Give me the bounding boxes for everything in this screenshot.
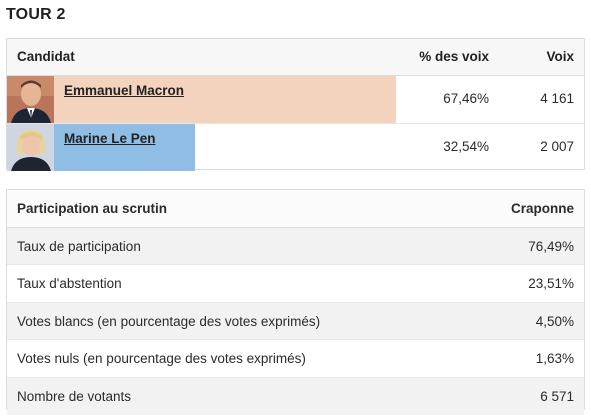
table-row: Votes blancs (en pourcentage des votes e… [7,302,584,341]
vote-share-bar [7,76,397,123]
row-label: Taux d'abstention [17,276,122,292]
row-value: 6 571 [540,388,574,404]
row-label: Taux de participation [17,238,141,254]
candidate-photo [7,76,54,123]
header-pct: % des voix [419,49,489,64]
header-commune: Craponne [510,201,574,216]
candidate-pct: 32,54% [443,139,489,154]
candidate-votes: 2 007 [540,139,574,154]
row-value: 1,63% [535,351,574,367]
row-value: 76,49% [528,238,574,254]
results-table: Candidat % des voix Voix Emmanuel Macron… [6,38,585,171]
row-label: Votes blancs (en pourcentage des votes e… [17,313,321,329]
row-label: Votes nuls (en pourcentage des votes exp… [17,351,306,367]
candidate-row-macron: Emmanuel Macron 67,46% 4 161 [7,76,584,124]
header-participation: Participation au scrutin [17,201,168,216]
row-value: 4,50% [535,313,574,329]
candidate-link[interactable]: Marine Le Pen [64,131,156,146]
participation-header-row: Participation au scrutin Craponne [7,190,584,228]
table-row: Nombre de votants 6 571 [7,377,584,415]
candidate-link[interactable]: Emmanuel Macron [64,83,185,98]
table-row: Taux d'abstention 23,51% [7,265,584,303]
table-row: Votes nuls (en pourcentage des votes exp… [7,340,584,378]
header-votes: Voix [546,49,574,64]
row-label: Nombre de votants [17,388,132,404]
tour-title: TOUR 2 [6,6,66,23]
candidate-row-lepen: Marine Le Pen 32,54% 2 007 [7,124,584,171]
candidate-photo [7,124,54,171]
header-candidate: Candidat [17,49,75,64]
candidate-votes: 4 161 [540,91,574,106]
table-row: Taux de participation 76,49% [7,227,584,266]
results-header-row: Candidat % des voix Voix [7,39,584,76]
row-value: 23,51% [528,276,574,292]
participation-table: Participation au scrutin Craponne Taux d… [6,189,585,415]
candidate-pct: 67,46% [443,91,489,106]
